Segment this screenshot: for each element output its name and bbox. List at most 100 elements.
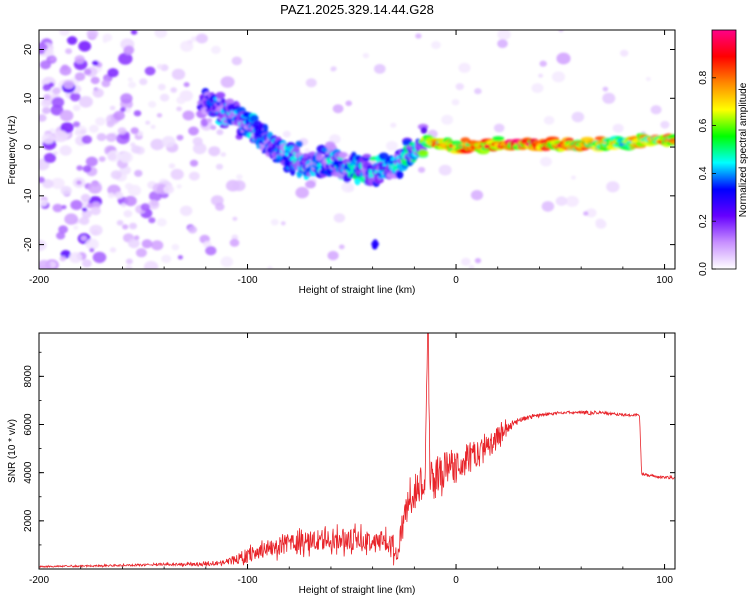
spectrogram-cell xyxy=(53,151,58,156)
spectrogram-cell xyxy=(72,121,81,128)
spectrogram-cell xyxy=(417,149,429,157)
spectrogram-cell xyxy=(345,100,353,107)
spectrogram-cell xyxy=(81,135,93,144)
spectrogram-cell xyxy=(168,163,176,169)
spectrogram-cell xyxy=(295,186,310,199)
spectrogram-cell xyxy=(177,255,183,260)
spectrogram-cell xyxy=(354,178,361,186)
spectrogram-cell xyxy=(163,185,175,194)
spectrogram-cell xyxy=(127,238,140,249)
colorbar-tick-label: 0.4 xyxy=(698,166,709,180)
spectrogram-cell xyxy=(120,107,126,113)
spectrogram-cell xyxy=(150,138,165,151)
spectrogram-cell xyxy=(262,124,269,132)
spectrogram-cell xyxy=(150,124,156,129)
spectrogram-cell xyxy=(59,109,74,122)
spectrogram-cell xyxy=(41,99,52,108)
spectrogram-cell xyxy=(74,130,81,136)
spectrogram-cell xyxy=(497,39,508,48)
spectrogram-cell xyxy=(267,266,273,269)
spectrogram-cell xyxy=(555,196,568,206)
spectrogram-cell xyxy=(76,165,83,171)
spectrogram-cell xyxy=(374,64,386,74)
spectrogram-cell xyxy=(220,256,234,268)
spectrogram-cell xyxy=(595,218,605,227)
spectrogram-cell xyxy=(280,221,286,226)
spectrogram-cell xyxy=(78,40,92,52)
spectrogram-cell xyxy=(468,264,475,269)
spectrogram-cell xyxy=(333,213,346,223)
spectrogram-blobs xyxy=(39,30,675,269)
snr-y-label: SNR (10 * v/v) xyxy=(7,419,18,483)
spectrogram-cell xyxy=(42,107,51,114)
spectrogram-y-tick-label: 10 xyxy=(23,92,34,104)
colorbar-tick-label: 0.0 xyxy=(698,262,709,276)
spectrogram-cell xyxy=(188,126,199,136)
colorbar-label: Normalized spectral amplitude xyxy=(738,82,749,217)
spectrogram-cell xyxy=(79,129,87,135)
spectrogram-cell xyxy=(51,97,65,108)
spectrogram-cell xyxy=(650,105,662,115)
spectrogram-y-tick-label: 20 xyxy=(23,44,34,56)
spectrogram-cell xyxy=(125,264,133,269)
spectrogram-cell xyxy=(497,30,511,41)
snr-axes-frame xyxy=(38,332,676,570)
spectrogram-cell xyxy=(171,244,180,251)
spectrogram-cell xyxy=(82,207,88,212)
snr-x-label: Height of straight line (km) xyxy=(299,585,416,596)
spectrogram-cell xyxy=(668,134,675,140)
spectrogram-cell xyxy=(140,203,150,212)
spectrogram-cell xyxy=(134,169,143,177)
spectrogram-y-tick-label: -10 xyxy=(23,188,34,203)
spectrogram-cell xyxy=(98,156,106,162)
spectrogram-cell xyxy=(109,105,116,111)
spectrogram-cell xyxy=(92,60,99,66)
spectrogram-cell xyxy=(148,217,156,224)
spectrogram-cell xyxy=(141,239,153,249)
spectrogram-cell xyxy=(61,205,67,210)
spectrogram-cell xyxy=(92,88,104,98)
spectrogram-cell xyxy=(143,260,159,269)
spectrogram-cell xyxy=(83,68,92,76)
spectrogram-cell xyxy=(556,52,571,65)
spectrogram-cell xyxy=(109,247,117,253)
spectrogram-cell xyxy=(95,117,106,126)
spectrogram-cell xyxy=(171,68,186,80)
spectrogram-cell xyxy=(362,153,372,159)
spectrogram-cell xyxy=(127,184,142,196)
spectrogram-cell xyxy=(67,36,78,45)
spectrogram-cell xyxy=(52,87,61,95)
spectrogram-cell xyxy=(60,122,74,134)
spectrogram-cell xyxy=(107,68,119,78)
spectrogram-cell xyxy=(362,52,370,59)
spectrogram-cell xyxy=(130,30,138,35)
spectrogram-cell xyxy=(565,195,579,207)
spectrogram-cell xyxy=(130,127,139,135)
spectrogram-cell xyxy=(92,251,107,264)
spectrogram-cell xyxy=(606,181,620,193)
spectrogram-cell xyxy=(127,77,133,82)
snr-x-tick-label: -200 xyxy=(29,575,49,586)
snr-y-tick-label: 2000 xyxy=(23,509,34,532)
spectrogram-cell xyxy=(82,165,92,173)
spectrogram-cell xyxy=(305,180,316,189)
snr-x-tick-label: 0 xyxy=(453,575,459,586)
spectrogram-cell xyxy=(123,210,133,218)
spectrogram-cell xyxy=(121,202,127,208)
spectrogram-cell xyxy=(40,60,51,70)
spectrogram-cell xyxy=(390,122,397,128)
spectrogram-cell xyxy=(50,104,64,116)
spectrogram-cell xyxy=(118,52,133,65)
spectrogram-cell xyxy=(182,110,195,121)
spectrogram-cell xyxy=(295,140,303,148)
spectrogram-cell xyxy=(438,164,452,176)
spectrogram-x-tick-label: 0 xyxy=(453,275,459,286)
spectrogram-cell xyxy=(189,159,199,167)
spectrogram-cell xyxy=(56,231,66,240)
spectrogram-cell xyxy=(161,136,176,148)
spectrogram-cell xyxy=(645,76,651,82)
spectrogram-cell xyxy=(282,130,291,138)
spectrogram-cell xyxy=(458,62,471,73)
spectrogram-cell xyxy=(470,190,484,201)
spectrogram-cell xyxy=(124,195,137,207)
